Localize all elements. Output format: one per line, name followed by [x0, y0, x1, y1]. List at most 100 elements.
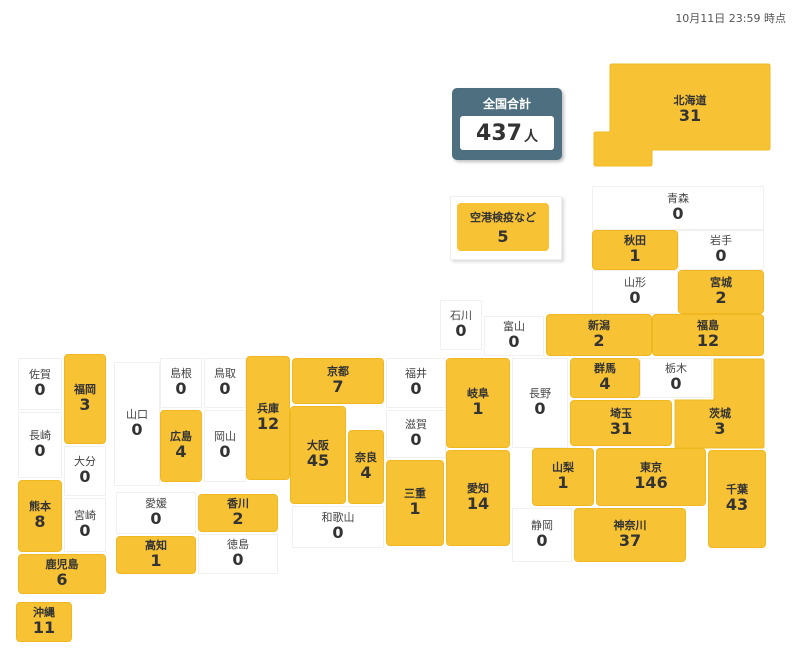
- pref-value: 11: [32, 618, 56, 638]
- pref-value: 0: [175, 379, 187, 399]
- hokkaido-shape: [593, 63, 771, 167]
- pref-name: 新潟: [588, 318, 610, 332]
- airport-quarantine-label: 空港検疫など: [470, 210, 536, 224]
- national-total-box: 全国合計 437 人: [452, 88, 562, 160]
- pref-hokkaido: 北海道 31: [650, 90, 730, 130]
- pref-name: 福井: [405, 366, 427, 380]
- pref-name: 兵庫: [257, 401, 279, 415]
- pref-name: 宮城: [710, 275, 732, 289]
- pref-name: 沖縄: [33, 605, 55, 619]
- pref-niigata: 新潟 2: [546, 314, 652, 356]
- pref-name: 徳島: [227, 537, 249, 551]
- pref-name: 島根: [170, 366, 192, 380]
- pref-name: 香川: [227, 496, 249, 510]
- pref-name: 群馬: [594, 361, 616, 375]
- pref-name: 静岡: [531, 518, 553, 532]
- pref-name: 佐賀: [29, 367, 51, 381]
- pref-wakayama: 和歌山 0: [292, 506, 384, 548]
- pref-value: 0: [536, 531, 548, 551]
- pref-name: 千葉: [726, 482, 748, 496]
- airport-quarantine-value: 5: [497, 226, 509, 246]
- pref-value: 0: [670, 374, 682, 394]
- pref-value: 3: [714, 419, 726, 439]
- pref-name: 高知: [145, 538, 167, 552]
- pref-value: 12: [696, 331, 720, 351]
- pref-name: 和歌山: [321, 510, 355, 524]
- pref-value: 0: [232, 550, 244, 570]
- pref-value: 45: [306, 451, 330, 471]
- pref-value: 7: [332, 377, 344, 397]
- pref-name: 山口: [126, 407, 148, 421]
- pref-kumamoto: 熊本 8: [18, 480, 62, 552]
- national-total-value: 437: [476, 120, 522, 146]
- pref-tokyo: 東京 146: [596, 448, 706, 506]
- pref-kochi: 高知 1: [116, 536, 196, 574]
- pref-name: 広島: [170, 429, 192, 443]
- pref-value: 4: [175, 442, 187, 462]
- pref-name: 長野: [529, 386, 551, 400]
- pref-osaka: 大阪 45: [290, 406, 346, 504]
- pref-name: 愛知: [467, 481, 489, 495]
- pref-okayama: 岡山 0: [204, 410, 246, 482]
- pref-tottori: 鳥取 0: [204, 358, 246, 408]
- pref-okinawa: 沖縄 11: [16, 602, 72, 642]
- pref-akita: 秋田 1: [592, 230, 678, 270]
- pref-tochigi: 栃木 0: [640, 358, 712, 398]
- pref-value: 2: [232, 509, 244, 529]
- pref-value: 0: [672, 204, 684, 224]
- pref-kagawa: 香川 2: [198, 494, 278, 532]
- pref-name: 北海道: [673, 93, 707, 107]
- pref-value: 1: [150, 551, 162, 571]
- airport-quarantine-box: 空港検疫など 5: [457, 203, 549, 251]
- pref-name: 茨城: [709, 406, 731, 420]
- pref-yamanashi: 山梨 1: [532, 448, 594, 506]
- pref-yamaguchi: 山口 0: [114, 362, 160, 486]
- national-total-value-box: 437 人: [460, 116, 554, 150]
- pref-yamagata: 山形 0: [592, 270, 678, 314]
- pref-name: 栃木: [665, 361, 687, 375]
- pref-name: 秋田: [624, 233, 646, 247]
- pref-value: 0: [508, 332, 520, 352]
- pref-value: 0: [455, 321, 467, 341]
- pref-value: 0: [79, 521, 91, 541]
- pref-iwate: 岩手 0: [678, 230, 764, 270]
- pref-miyazaki: 宮崎 0: [64, 498, 106, 552]
- pref-kyoto: 京都 7: [292, 358, 384, 404]
- pref-value: 2: [593, 331, 605, 351]
- pref-value: 1: [557, 473, 569, 493]
- pref-shimane: 島根 0: [160, 358, 202, 408]
- pref-hyogo: 兵庫 12: [246, 356, 290, 480]
- pref-value: 4: [360, 463, 372, 483]
- pref-name: 福岡: [74, 382, 96, 396]
- pref-name: 福島: [697, 318, 719, 332]
- pref-name: 富山: [503, 319, 525, 333]
- pref-nagano: 長野 0: [512, 358, 568, 448]
- pref-tokushima: 徳島 0: [198, 534, 278, 574]
- pref-value: 43: [725, 495, 749, 515]
- pref-name: 大阪: [307, 438, 329, 452]
- pref-value: 8: [34, 512, 46, 532]
- pref-value: 0: [34, 380, 46, 400]
- pref-ibaraki: 茨城 3: [682, 402, 758, 444]
- pref-name: 愛媛: [145, 496, 167, 510]
- pref-fukui: 福井 0: [386, 358, 446, 408]
- national-total-unit: 人: [523, 128, 538, 145]
- pref-gunma: 群馬 4: [570, 358, 640, 398]
- pref-shizuoka: 静岡 0: [512, 508, 572, 562]
- pref-value: 0: [131, 420, 143, 440]
- pref-value: 0: [34, 441, 46, 461]
- pref-saga: 佐賀 0: [18, 358, 62, 410]
- pref-value: 146: [634, 473, 668, 493]
- pref-kanagawa: 神奈川 37: [574, 508, 686, 562]
- pref-name: 石川: [450, 308, 472, 322]
- pref-nagasaki: 長崎 0: [18, 412, 62, 478]
- pref-name: 山梨: [552, 460, 574, 474]
- pref-chiba: 千葉 43: [708, 450, 766, 548]
- pref-kagoshima: 鹿児島 6: [18, 554, 106, 594]
- airport-quarantine-frame: 空港検疫など 5: [450, 196, 562, 260]
- national-total-label: 全国合計: [482, 97, 531, 111]
- pref-value: 1: [472, 399, 484, 419]
- pref-name: 岩手: [710, 233, 732, 247]
- pref-hiroshima: 広島 4: [160, 410, 202, 482]
